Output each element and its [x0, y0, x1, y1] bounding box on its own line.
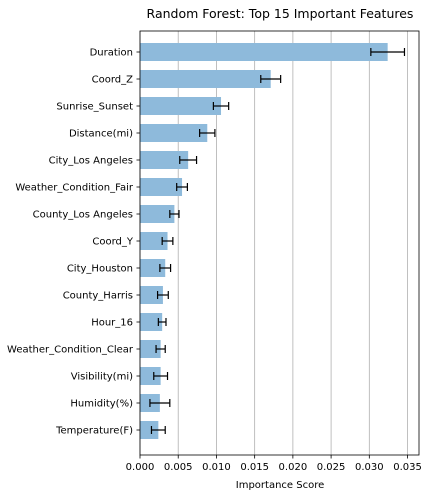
error-bar: [157, 318, 167, 326]
y-tick-label: County_Harris: [63, 291, 133, 302]
y-tick-label: Weather_Condition_Fair: [15, 183, 134, 194]
y-tick-labels: Duration Coord_Z Sunrise_Sunset Distance(mi…: [7, 48, 140, 437]
y-tick-label: Duration: [90, 48, 133, 59]
error-bar: [149, 399, 171, 407]
x-tick-label: 0.015: [240, 462, 269, 473]
y-tick-label: Coord_Z: [92, 75, 134, 86]
x-axis-label: Importance Score: [236, 480, 325, 491]
bar: [140, 151, 189, 169]
y-tick-label: City_Los Angeles: [49, 156, 133, 167]
y-tick-label: City_Houston: [67, 264, 133, 275]
bar: [140, 97, 222, 115]
y-tick-label: Visibility(mi): [71, 372, 133, 383]
x-tick-label: 0.020: [279, 462, 308, 473]
bar: [140, 367, 161, 385]
y-tick-label: Hour_16: [91, 318, 133, 329]
y-tick-label: Weather_Condition_Clear: [7, 345, 134, 356]
x-tick-label: 0.010: [202, 462, 231, 473]
x-tick-label: 0.035: [393, 462, 422, 473]
bar: [140, 313, 163, 331]
error-bar: [169, 210, 180, 218]
error-bar: [150, 426, 166, 434]
bar: [140, 421, 159, 439]
bar: [140, 286, 163, 304]
y-tick-label: Sunrise_Sunset: [56, 102, 133, 113]
bar: [140, 340, 161, 358]
error-bar: [155, 345, 166, 353]
error-bar: [199, 129, 216, 137]
chart-title: Random Forest: Top 15 Important Features: [147, 6, 414, 21]
x-tick-label: 0.030: [355, 462, 384, 473]
y-tick-label: County_Los Angeles: [33, 210, 133, 221]
x-tick-labels: 0.000 0.005 0.010 0.015 0.020 0.025 0.030 0.035: [126, 455, 422, 473]
bars: [140, 43, 388, 439]
plot-frame: [139, 30, 420, 456]
error-bar: [176, 183, 188, 191]
error-bar: [260, 75, 282, 83]
y-tick-label: Coord_Y: [92, 237, 134, 248]
bar: [140, 205, 175, 223]
bar: [140, 178, 183, 196]
bar: [140, 259, 166, 277]
bar: [140, 232, 168, 250]
bar: [140, 70, 271, 88]
bar: [140, 43, 388, 61]
error-bar: [212, 102, 230, 110]
error-bar: [370, 48, 406, 56]
error-bars: [149, 48, 406, 434]
x-tick-label: 0.005: [164, 462, 193, 473]
error-bar: [153, 372, 169, 380]
grid-lines: [139, 31, 408, 455]
y-tick-label: Distance(mi): [69, 129, 133, 140]
error-bar: [159, 264, 172, 272]
x-tick-label: 0.025: [317, 462, 346, 473]
error-bar: [179, 156, 198, 164]
error-bar: [156, 291, 169, 299]
error-bar: [161, 237, 174, 245]
y-tick-label: Humidity(%): [70, 399, 133, 410]
bar: [140, 124, 208, 142]
x-tick-label: 0.000: [126, 462, 155, 473]
y-tick-label: Temperature(F): [55, 426, 133, 437]
